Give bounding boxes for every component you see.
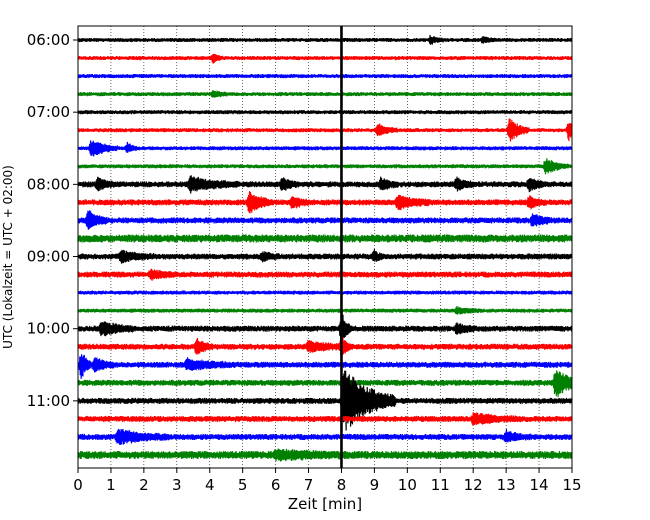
y-tick-label: 06:00 [27,31,70,49]
y-tick-label: 11:00 [27,392,70,410]
x-tick-label: 4 [205,476,215,494]
x-tick-label: 3 [172,476,182,494]
x-tick-label: 2 [139,476,149,494]
x-axis-label: Zeit [min] [288,495,362,513]
trace-1015 [77,336,573,356]
trace-1115 [77,412,573,426]
y-axis-label: UTC (Lokalzeit = UTC + 02:00) [1,165,15,349]
x-tick-label: 6 [271,476,281,494]
trace-1145 [77,448,573,462]
y-axis-ticks: 06:00 07:00 08:00 09:00 10:00 11:00 [27,31,78,410]
x-tick-label: 12 [464,476,483,494]
y-tick-label: 07:00 [27,103,70,121]
x-tick-label: 8 [337,476,347,494]
x-tick-label: 7 [304,476,314,494]
x-tick-label: 9 [370,476,380,494]
trace-1030 [77,354,573,379]
x-tick-label: 13 [497,476,516,494]
y-tick-label: 10:00 [27,320,70,338]
seismic-traces [77,34,573,462]
y-tick-label: 08:00 [27,175,70,193]
trace-0830 [77,210,573,230]
trace-1045 [77,370,573,398]
y-tick-label: 09:00 [27,248,70,266]
trace-0600 [77,34,573,45]
x-tick-label: 11 [431,476,450,494]
x-tick-label: 15 [562,476,581,494]
x-tick-label: 0 [73,476,83,494]
x-tick-label: 1 [106,476,116,494]
x-tick-label: 14 [530,476,549,494]
x-tick-label: 5 [238,476,248,494]
plot-frame [77,25,573,469]
x-axis-ticks: 0 1 2 3 4 5 6 7 8 9 10 11 12 13 14 15 [73,468,582,494]
trace-1000 [77,311,573,343]
x-tick-label: 10 [398,476,417,494]
trace-0900 [77,248,573,264]
